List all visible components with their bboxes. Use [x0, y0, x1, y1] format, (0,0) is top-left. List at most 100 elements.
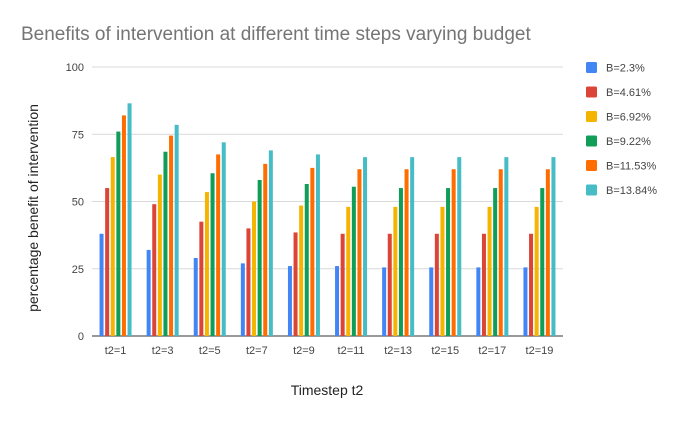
legend-item: B=6.92%	[586, 111, 651, 124]
bar	[163, 151, 168, 336]
y-tick-label: 50	[72, 197, 84, 209]
bar	[105, 188, 110, 336]
y-tick-label: 75	[72, 129, 84, 141]
bar	[252, 201, 257, 336]
bar	[293, 232, 298, 336]
legend-swatch	[586, 62, 597, 73]
bar	[529, 233, 534, 336]
x-tick-label: t2=19	[526, 345, 554, 357]
bar	[210, 173, 215, 336]
bar	[363, 157, 368, 336]
bar	[263, 163, 268, 336]
legend-item: B=2.3%	[586, 62, 645, 75]
bar	[504, 157, 509, 336]
y-axis-ticks: 0 25 50 75 100	[66, 62, 84, 343]
y-tick-label: 100	[66, 62, 84, 74]
legend: B=2.3% B=4.61% B=6.92% B=9.22% B=11.53% B=13.…	[586, 62, 657, 197]
legend-label: B=11.53%	[606, 161, 656, 173]
bar	[174, 124, 179, 337]
legend-item: B=11.53%	[586, 160, 656, 173]
bar	[534, 206, 539, 336]
bar	[540, 188, 545, 336]
legend-item: B=13.84%	[586, 184, 657, 197]
bar	[157, 174, 162, 336]
bar	[152, 204, 157, 336]
bar	[335, 266, 340, 336]
y-tick-label: 0	[78, 331, 84, 343]
legend-item: B=9.22%	[586, 135, 651, 148]
bar	[268, 150, 273, 336]
legend-swatch	[586, 111, 597, 122]
bar	[257, 179, 262, 336]
bar	[204, 192, 209, 336]
x-tick-label: t2=7	[246, 345, 268, 357]
bar	[551, 157, 556, 336]
bar	[304, 184, 309, 336]
x-tick-label: t2=13	[384, 345, 412, 357]
bar	[410, 157, 415, 336]
y-tick-label: 25	[72, 264, 84, 276]
bar	[287, 266, 292, 336]
legend-label: B=4.61%	[606, 87, 651, 99]
bar	[340, 233, 345, 336]
bar	[429, 267, 434, 336]
bar	[221, 142, 226, 336]
bar	[169, 135, 174, 336]
legend-swatch	[586, 160, 597, 171]
x-tick-label: t2=1	[105, 345, 127, 357]
bar	[351, 186, 356, 336]
bar	[99, 233, 104, 336]
bar	[121, 115, 126, 336]
bar	[116, 131, 121, 336]
bar	[216, 154, 221, 336]
chart-title: Benefits of intervention at different ti…	[21, 24, 532, 45]
bar	[299, 205, 304, 336]
x-tick-label: t2=3	[152, 345, 174, 357]
legend-label: B=6.92%	[606, 112, 651, 124]
legend-swatch	[586, 135, 597, 147]
bar	[398, 188, 403, 336]
y-axis-label: percentage benefit of intervention	[25, 104, 41, 312]
bar	[387, 233, 392, 336]
bar	[357, 169, 362, 336]
legend-label: B=13.84%	[606, 185, 657, 197]
x-tick-label: t2=15	[431, 345, 459, 357]
bar	[310, 167, 315, 336]
bar	[545, 169, 550, 336]
x-tick-label: t2=17	[478, 345, 506, 357]
bar	[199, 221, 204, 336]
bar	[382, 267, 387, 336]
x-axis-ticks: t2=1 t2=3 t2=5 t2=7 t2=9 t2=11 t2=13 t2=15 t2=17…	[105, 345, 554, 357]
bar	[446, 188, 451, 336]
bar	[434, 233, 439, 336]
bar	[346, 206, 351, 336]
bar	[457, 157, 462, 336]
bar	[404, 169, 409, 336]
bar	[451, 169, 456, 336]
x-tick-label: t2=11	[338, 345, 365, 357]
legend-label: B=9.22%	[606, 136, 651, 148]
bar	[110, 157, 115, 336]
bar	[393, 206, 398, 336]
legend-item: B=4.61%	[586, 86, 651, 99]
x-tick-label: t2=5	[199, 345, 221, 357]
x-tick-label: t2=9	[293, 345, 315, 357]
bar	[315, 154, 320, 336]
bar	[498, 169, 503, 336]
bar	[493, 188, 498, 336]
legend-swatch	[586, 86, 597, 98]
bar	[193, 257, 198, 336]
legend-label: B=2.3%	[606, 63, 645, 75]
bar	[487, 206, 492, 336]
bar	[146, 249, 151, 336]
bar	[127, 103, 132, 336]
gridlines	[92, 66, 563, 337]
bars	[99, 103, 556, 337]
legend-swatch	[586, 184, 597, 196]
bar	[476, 267, 481, 336]
bar	[246, 228, 251, 336]
bar	[523, 267, 528, 336]
bar	[481, 233, 486, 336]
